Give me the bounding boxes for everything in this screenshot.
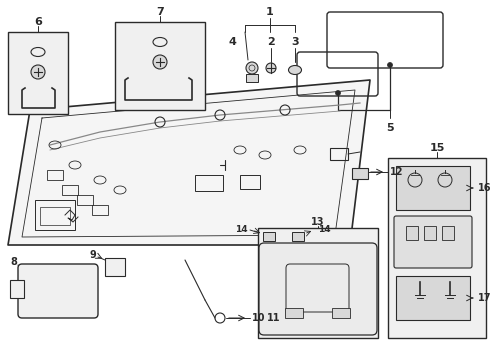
Text: 6: 6 xyxy=(34,17,42,27)
Circle shape xyxy=(249,65,255,71)
Bar xyxy=(332,308,350,318)
Bar xyxy=(195,175,223,191)
Bar xyxy=(352,168,368,179)
Bar xyxy=(268,298,280,306)
Bar xyxy=(396,276,470,320)
Circle shape xyxy=(31,65,45,79)
FancyBboxPatch shape xyxy=(259,243,377,335)
Bar xyxy=(424,226,436,240)
Bar xyxy=(8,32,68,114)
Bar xyxy=(47,170,63,180)
Bar xyxy=(388,158,486,338)
Bar xyxy=(240,175,260,189)
Text: 11: 11 xyxy=(267,313,281,323)
Text: 14: 14 xyxy=(235,225,248,234)
Bar xyxy=(92,205,108,215)
Circle shape xyxy=(153,55,167,69)
Bar xyxy=(265,295,283,309)
Text: 15: 15 xyxy=(429,143,445,153)
Bar xyxy=(35,200,75,230)
Bar xyxy=(115,22,205,110)
Text: 17: 17 xyxy=(478,293,490,303)
Text: 8: 8 xyxy=(11,257,18,267)
Bar xyxy=(105,258,125,276)
Circle shape xyxy=(336,90,341,95)
Circle shape xyxy=(266,63,276,73)
Text: 7: 7 xyxy=(156,7,164,17)
Text: 16: 16 xyxy=(478,183,490,193)
Text: 12: 12 xyxy=(390,167,403,177)
Bar xyxy=(40,207,70,225)
Text: 1: 1 xyxy=(266,7,274,17)
Bar xyxy=(246,74,258,82)
Text: 5: 5 xyxy=(386,123,394,133)
Ellipse shape xyxy=(289,66,301,75)
Bar xyxy=(442,226,454,240)
Circle shape xyxy=(246,62,258,74)
Bar xyxy=(285,308,303,318)
FancyBboxPatch shape xyxy=(18,264,98,318)
FancyBboxPatch shape xyxy=(394,216,472,268)
Bar xyxy=(62,185,78,195)
Text: 3: 3 xyxy=(291,37,299,47)
Bar xyxy=(263,232,275,241)
Bar xyxy=(258,228,378,338)
Text: 13: 13 xyxy=(311,217,325,227)
Bar xyxy=(406,226,418,240)
Text: 9: 9 xyxy=(89,250,96,260)
Text: 10: 10 xyxy=(252,313,266,323)
Bar xyxy=(292,232,304,241)
Text: 4: 4 xyxy=(228,37,236,47)
Text: 2: 2 xyxy=(267,37,275,47)
Bar xyxy=(77,195,93,205)
Bar xyxy=(330,148,348,160)
Circle shape xyxy=(388,63,392,68)
Bar xyxy=(10,280,24,298)
Bar xyxy=(396,166,470,210)
Text: 14: 14 xyxy=(318,225,331,234)
Polygon shape xyxy=(8,80,370,245)
